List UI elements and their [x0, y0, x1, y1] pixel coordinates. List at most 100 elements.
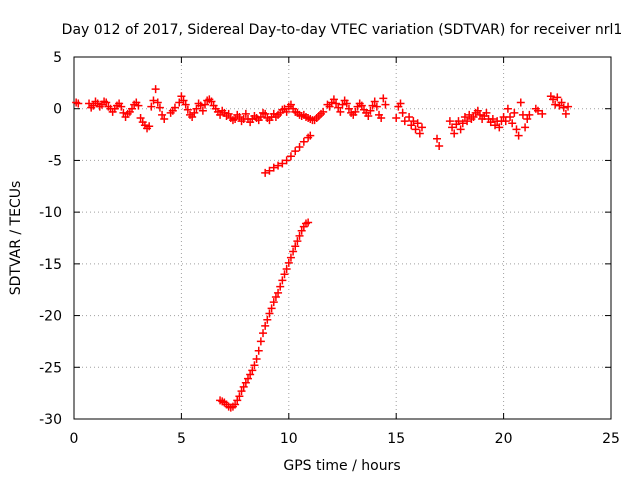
data-point — [256, 112, 265, 121]
x-tick-label: 20 — [495, 431, 513, 447]
data-point — [433, 134, 442, 143]
data-point — [239, 382, 248, 391]
data-point — [413, 119, 422, 128]
data-point — [291, 147, 300, 156]
data-point — [454, 117, 463, 126]
data-point — [280, 270, 289, 279]
data-point — [392, 114, 401, 123]
data-point — [334, 103, 343, 112]
data-point — [241, 378, 250, 387]
data-point — [417, 123, 426, 132]
data-point — [216, 110, 225, 119]
x-tick-label: 10 — [280, 431, 298, 447]
data-point — [102, 98, 111, 107]
data-point — [482, 108, 491, 117]
data-point — [372, 102, 381, 111]
data-point — [207, 97, 216, 106]
data-point — [278, 159, 287, 168]
data-point — [342, 99, 351, 108]
data-point — [231, 400, 240, 409]
data-point — [85, 99, 94, 108]
data-point — [224, 109, 233, 118]
data-point — [325, 102, 334, 111]
data-point — [516, 98, 525, 107]
data-point — [291, 242, 300, 251]
data-point — [198, 106, 207, 115]
data-point — [405, 112, 414, 121]
data-point — [233, 396, 242, 405]
data-point — [261, 321, 270, 330]
data-point — [495, 123, 504, 132]
data-point — [269, 298, 278, 307]
data-point — [248, 366, 257, 375]
data-point — [400, 117, 409, 126]
data-point — [179, 96, 188, 105]
data-point — [201, 100, 210, 109]
data-point — [153, 98, 162, 107]
data-point — [456, 125, 465, 134]
y-tick-labels: 5 0 -5 -10 -15 -20 -25 -30 — [39, 50, 62, 428]
data-point — [508, 119, 517, 128]
y-axis-label: SDTVAR / TECUs — [8, 181, 24, 296]
data-point — [261, 168, 270, 177]
data-point — [274, 161, 283, 170]
data-point — [551, 100, 560, 109]
data-point — [254, 346, 263, 355]
y-tick-label: 5 — [53, 50, 62, 66]
data-point — [409, 117, 418, 126]
x-tick-label: 5 — [177, 431, 186, 447]
chart-title: Day 012 of 2017, Sidereal Day-to-day VTE… — [62, 22, 623, 38]
data-point — [134, 101, 143, 110]
data-point — [276, 282, 285, 291]
data-point — [445, 117, 454, 126]
data-point — [188, 112, 197, 121]
data-point — [269, 163, 278, 172]
data-point — [512, 125, 521, 134]
data-point — [136, 114, 145, 123]
data-point — [304, 218, 313, 227]
data-point — [379, 94, 388, 103]
data-point — [473, 106, 482, 115]
data-point — [243, 374, 252, 383]
data-point — [407, 121, 416, 130]
data-point — [510, 108, 519, 117]
y-tick-label: -20 — [39, 309, 62, 325]
data-point — [175, 98, 184, 107]
data-point — [259, 329, 268, 338]
data-point — [252, 355, 261, 364]
data-point — [250, 361, 259, 370]
data-point — [119, 108, 128, 117]
data-point — [196, 101, 205, 110]
data-point — [557, 98, 566, 107]
data-point — [231, 115, 240, 124]
data-point — [147, 102, 156, 111]
data-point — [458, 119, 467, 128]
data-point — [469, 112, 478, 121]
y-tick-label: -25 — [39, 360, 62, 376]
data-point — [286, 253, 295, 262]
data-point — [398, 108, 407, 117]
data-point — [553, 93, 562, 102]
data-point — [160, 115, 169, 124]
data-point — [235, 112, 244, 121]
data-point — [564, 102, 573, 111]
data-point — [286, 152, 295, 161]
data-point — [286, 100, 295, 109]
data-point — [506, 112, 515, 121]
data-point — [297, 226, 306, 235]
data-point — [151, 85, 160, 94]
data-point — [261, 109, 270, 118]
y-tick-label: -10 — [39, 205, 62, 221]
data-point — [235, 392, 244, 401]
data-point — [158, 110, 167, 119]
data-point — [561, 109, 570, 118]
data-point — [338, 100, 347, 109]
data-point — [460, 112, 469, 121]
data-point — [237, 387, 246, 396]
data-point — [559, 103, 568, 112]
data-point — [282, 265, 291, 274]
data-point — [450, 129, 459, 138]
data-point — [299, 137, 308, 146]
data-point — [336, 107, 345, 116]
